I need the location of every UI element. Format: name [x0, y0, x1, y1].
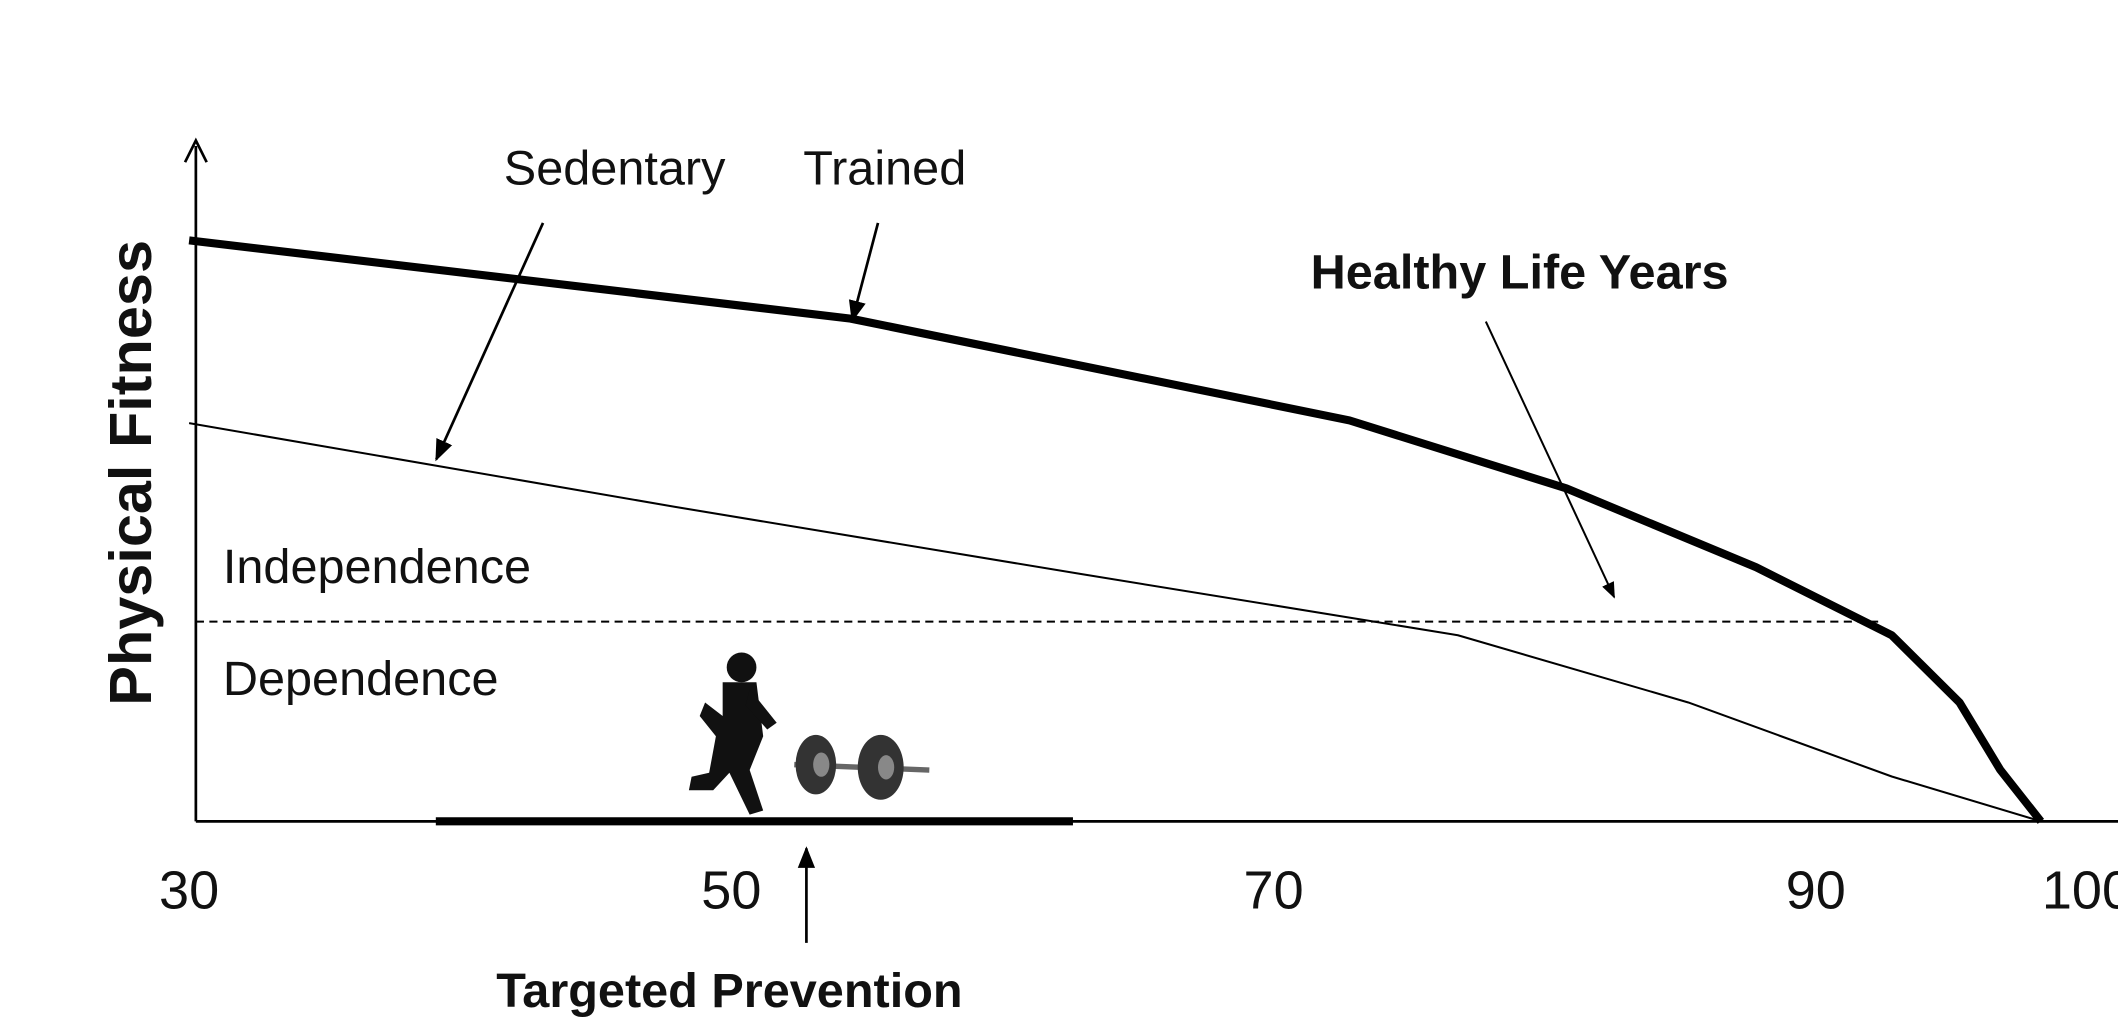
series-label: Trained — [803, 141, 966, 195]
line-series — [188, 422, 2042, 823]
y-axis-label: Physical Fitness — [97, 240, 164, 706]
line-series — [188, 236, 2045, 824]
runner-icon — [688, 652, 777, 815]
threshold-label: Independence — [223, 540, 531, 594]
x-tick-label: 90 — [1786, 861, 1846, 921]
threshold-label: Dependence — [223, 652, 499, 706]
x-tick-label: 50 — [701, 861, 761, 921]
x-tick-label: 70 — [1244, 861, 1304, 921]
x-tick-label: 100 — [2042, 861, 2118, 921]
annotation: Targeted Prevention — [496, 964, 962, 1018]
series-label: Sedentary — [504, 141, 726, 195]
y-axis-arrow — [183, 137, 208, 163]
barbell-icon — [794, 734, 930, 800]
arrow — [435, 222, 545, 462]
arrow — [1484, 321, 1616, 599]
arrow — [848, 222, 880, 323]
annotation: Healthy Life Years — [1311, 245, 1729, 299]
x-tick-label: 30 — [159, 861, 219, 921]
